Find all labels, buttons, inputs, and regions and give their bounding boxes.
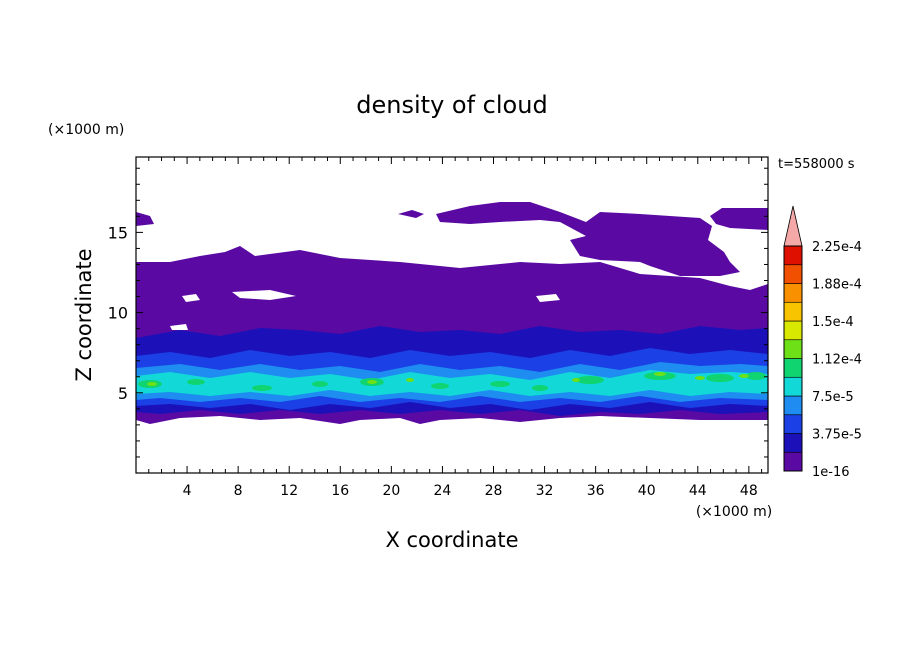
colorbar-arrow <box>783 205 803 247</box>
x-tick-label: 4 <box>183 483 192 499</box>
y-tick-label: 5 <box>118 384 128 403</box>
colorbar-segment <box>783 245 803 266</box>
x-tick-label: 24 <box>434 483 452 499</box>
x-tick-label: 32 <box>536 483 554 499</box>
plot-frame <box>135 156 769 474</box>
x-axis-label: X coordinate <box>385 528 518 552</box>
x-tick-label: 20 <box>382 483 400 499</box>
colorbar-segment <box>783 414 803 434</box>
clear-gap-4 <box>170 324 188 330</box>
colorbar-label: 1.12e-4 <box>812 353 862 368</box>
x-tick-label: 28 <box>485 483 503 499</box>
x-unit-label: (×1000 m) <box>696 504 772 520</box>
colorbar-segment <box>783 395 803 416</box>
cloud-region-left-wisp <box>136 212 154 226</box>
cloud-region-cyan <box>136 370 768 396</box>
colorbar-label: 1.88e-4 <box>812 278 862 293</box>
colorbar-label: 3.75e-5 <box>812 428 862 443</box>
x-tick-label: 36 <box>587 483 605 499</box>
cloud-region-upper-right <box>710 208 768 230</box>
colorbar-label: 7.5e-5 <box>812 390 854 405</box>
y-unit-label: (×1000 m) <box>48 122 124 138</box>
y-axis-label: Z coordinate <box>72 248 96 381</box>
x-tick-label: 44 <box>689 483 707 499</box>
x-tick-label: 16 <box>331 483 349 499</box>
x-axis: 4 8 12 16 20 24 28 32 36 40 44 48 <box>148 157 763 499</box>
y-tick-label: 15 <box>108 223 128 242</box>
y-tick-label: 10 <box>108 304 128 323</box>
x-tick-label: 12 <box>280 483 298 499</box>
x-tick-label: 8 <box>234 483 243 499</box>
cloud-field <box>136 202 768 424</box>
colorbar-segment <box>783 339 803 359</box>
y-axis: 5 10 15 <box>108 167 768 458</box>
time-label: t=558000 s <box>778 157 855 172</box>
colorbar-label: 2.25e-4 <box>812 240 862 255</box>
clear-gap-1 <box>232 290 296 300</box>
x-tick-label: 48 <box>740 483 758 499</box>
clear-gap-2 <box>182 294 200 302</box>
colorbar-segment <box>783 264 803 284</box>
colorbar-segment <box>783 283 803 303</box>
colorbar-segment <box>783 301 803 322</box>
colorbar-frame <box>783 245 803 472</box>
colorbar: 1e-16 3.75e-5 7.5e-5 1.12e-4 1.5e-4 1.88e-4 2.… <box>783 205 862 480</box>
colorbar-segment <box>783 433 803 453</box>
colorbar-label: 1e-16 <box>812 465 850 480</box>
clear-gap-3 <box>536 294 560 302</box>
colorbar-segment <box>783 358 803 378</box>
colorbar-label: 1.5e-4 <box>812 315 854 330</box>
colorbar-segment <box>783 451 803 472</box>
cloud-region-small <box>398 210 424 218</box>
colorbar-segment <box>783 376 803 397</box>
chart-title: density of cloud <box>356 91 547 119</box>
cloud-region-upper <box>436 202 740 276</box>
x-tick-label: 40 <box>638 483 656 499</box>
cloud-region-yellow-green <box>147 372 749 386</box>
cloud-region-green <box>138 372 766 391</box>
colorbar-segment <box>783 320 803 341</box>
